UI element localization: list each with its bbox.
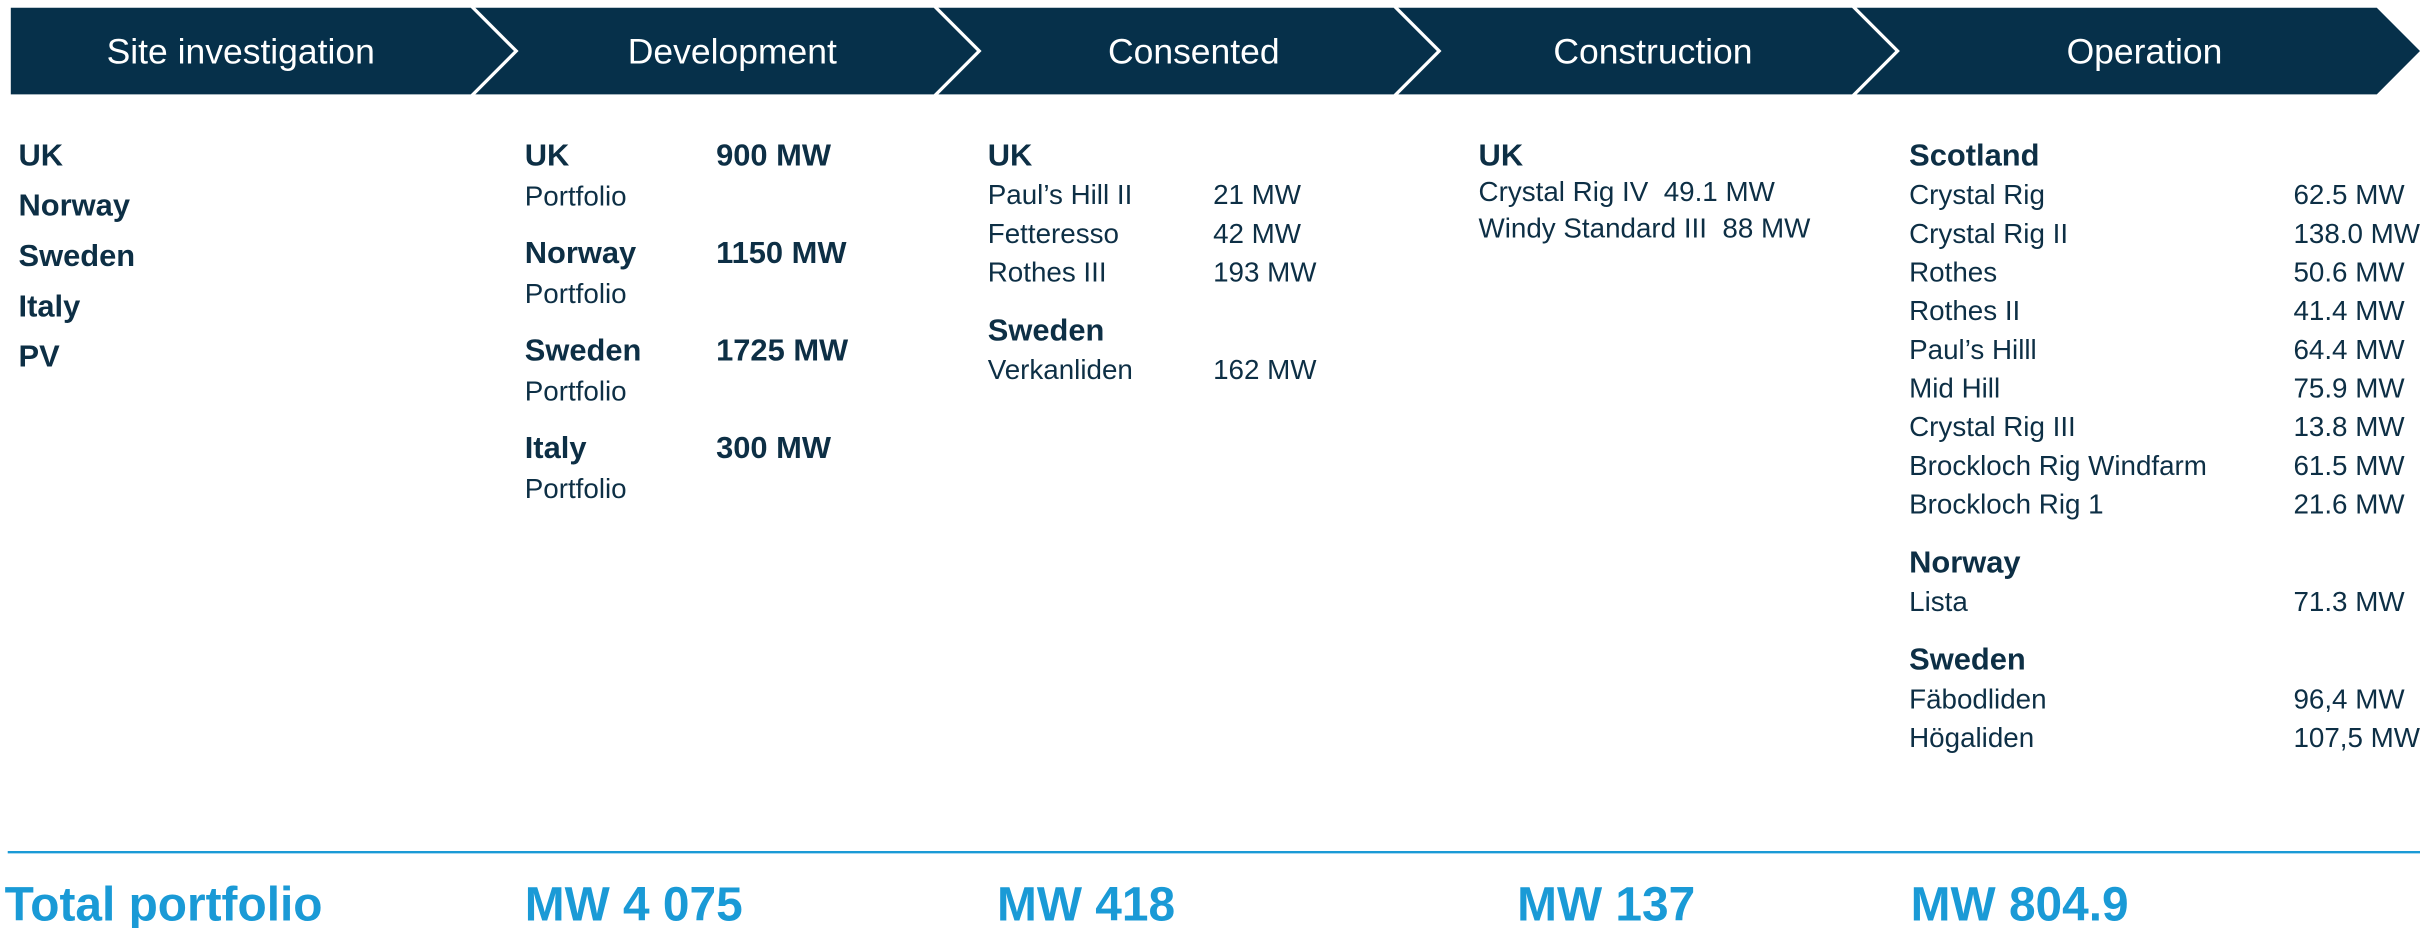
stage-total: MW 4 075 [525, 878, 743, 928]
group-name: Norway [525, 235, 637, 270]
stage-total: MW 137 [1517, 878, 1695, 928]
item-value: 193 MW [1213, 256, 1317, 287]
item-value: 21.6 MW [2293, 488, 2405, 519]
item-name: Crystal Rig II [1909, 218, 2068, 249]
group-name: Sweden [1909, 642, 2026, 677]
group-value: 900 MW [716, 137, 832, 172]
item-name: Verkanliden [988, 354, 1133, 385]
item-name: Lista [1909, 586, 1968, 617]
item-value: 138.0 MW [2293, 218, 2420, 249]
group-name: Sweden [525, 332, 642, 367]
item-name: Brockloch Rig Windfarm [1909, 450, 2207, 481]
stage-chevron [1398, 7, 1896, 95]
item-value: 96,4 MW [2293, 683, 2405, 714]
item-name: Högaliden [1909, 722, 2034, 753]
group-name: Italy [19, 288, 82, 323]
group-name: UK [525, 137, 570, 172]
group-name: Norway [1909, 544, 2021, 579]
stage-total: MW 804.9 [1911, 878, 2129, 928]
item-value: 21 MW [1213, 179, 1302, 210]
group-sub: Portfolio [525, 473, 627, 504]
item-value: 64.4 MW [2293, 334, 2405, 365]
stage-chevron [475, 7, 977, 95]
item-value: 42 MW [1213, 218, 1302, 249]
stage-label: Development [628, 31, 837, 71]
stage-chevron [10, 7, 514, 95]
item-value: 13.8 MW [2293, 411, 2405, 442]
item-value: 62.5 MW [2293, 179, 2405, 210]
group-value: 300 MW [716, 430, 832, 465]
total-label: Total portfolio [5, 878, 323, 928]
item-name: Fetteresso [988, 218, 1119, 249]
item-name: Rothes [1909, 256, 1997, 287]
stage-chevron [1856, 7, 2420, 95]
stage-label: Construction [1553, 31, 1752, 71]
group-sub: Portfolio [525, 278, 627, 309]
item-value: 71.3 MW [2293, 586, 2405, 617]
group-name: UK [1479, 137, 1524, 172]
group-name: Scotland [1909, 137, 2039, 172]
group-name: PV [19, 339, 61, 374]
item-value: 107,5 MW [2293, 722, 2420, 753]
item-name: Paul’s Hill II [988, 179, 1133, 210]
group-name: Sweden [19, 238, 136, 273]
item: Windy Standard III 88 MW [1479, 212, 1812, 243]
group-sub: Portfolio [525, 376, 627, 407]
item-value: 162 MW [1213, 354, 1317, 385]
group-sub: Portfolio [525, 181, 627, 212]
group-name: Norway [19, 188, 131, 223]
item-name: Rothes III [988, 256, 1107, 287]
item-name: Windy Standard III [1479, 212, 1707, 243]
stage-chevron [938, 7, 1437, 95]
group-name: Italy [525, 430, 588, 465]
group-name: UK [19, 137, 64, 172]
stage-label: Consented [1108, 31, 1280, 71]
group-value: 1725 MW [716, 332, 849, 367]
item-value: 61.5 MW [2293, 450, 2405, 481]
item-value: 75.9 MW [2293, 372, 2405, 403]
stage-label: Site investigation [107, 31, 375, 71]
group-name: UK [988, 137, 1033, 172]
item-name: Crystal Rig III [1909, 411, 2076, 442]
item-value: 50.6 MW [2293, 256, 2405, 287]
item-name: Paul’s Hilll [1909, 334, 2037, 365]
group-name: Sweden [988, 312, 1105, 347]
item-value: 41.4 MW [2293, 295, 2405, 326]
group-value: 1150 MW [716, 235, 847, 270]
item-name: Brockloch Rig 1 [1909, 488, 2103, 519]
item-name: Mid Hill [1909, 372, 2000, 403]
item-value: 88 MW [1722, 212, 1811, 243]
stage-total: MW 418 [997, 878, 1175, 928]
item: Crystal Rig IV 49.1 MW [1479, 176, 1776, 207]
item-name: Crystal Rig [1909, 179, 2045, 210]
item-value: 49.1 MW [1664, 176, 1776, 207]
item-name: Rothes II [1909, 295, 2020, 326]
item-name: Crystal Rig IV [1479, 176, 1649, 207]
stage-label: Operation [2067, 31, 2223, 71]
item-name: Fäbodliden [1909, 683, 2046, 714]
